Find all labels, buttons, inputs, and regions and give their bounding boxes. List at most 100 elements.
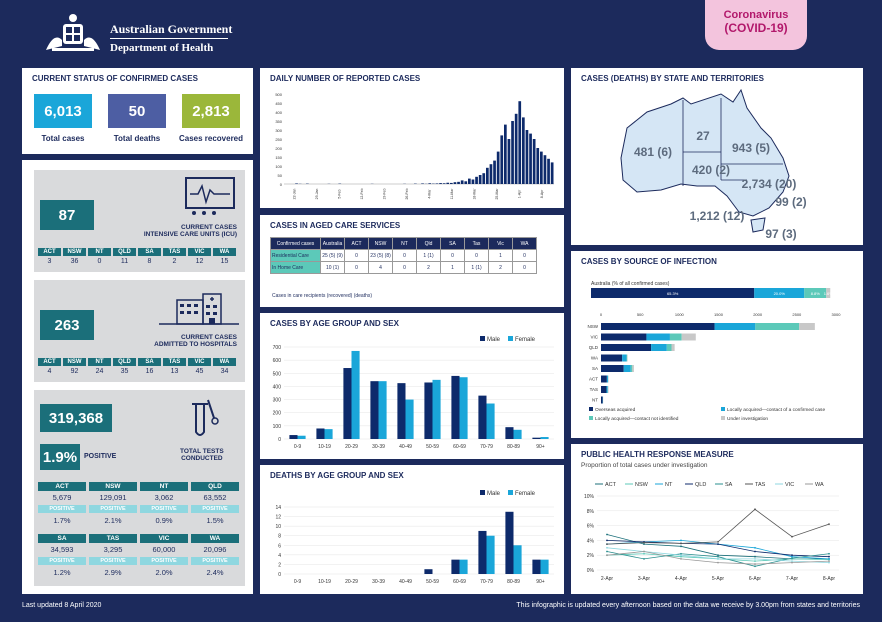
source-ytick: ACT [589,377,598,382]
state-header-wa: WA [213,248,236,256]
aged-cell: 2 [488,261,513,274]
hospital-building-icon [159,290,239,331]
aus-share-label: 65.3% [667,291,679,296]
daily-bar [446,182,450,184]
phrm-point [791,557,793,560]
daily-ytick: 400 [275,110,282,115]
test-state-count: 60,000 [152,545,176,554]
aged-header-cell: Confirmed cases [270,237,321,250]
daily-bar [457,181,460,184]
phrm-point [606,533,608,536]
xtick: 40-49 [399,579,412,585]
ytick: 700 [273,345,282,351]
aged-row: In Home Care 10 (1) 0 4 0 2 1 1 (1) 2 0 [270,261,537,274]
hospital-label-line1: CURRENT CASES [181,334,237,341]
state-header-tas: TAS [163,358,186,366]
xtick: 90+ [536,579,545,585]
test-state-positive-label: POSITIVE [38,505,86,513]
daily-ytick: 150 [275,155,282,160]
aged-cell: 0 [512,261,537,274]
phrm-legend-label: QLD [695,482,706,488]
phrm-xtick: 8-Apr [823,576,836,582]
phrm-line-tas [606,508,830,545]
gov-divider [110,38,228,39]
daily-xtick: 29-Jan [315,189,319,200]
source-bar [601,333,647,341]
icu-label-line2: INTENSIVE CARE UNITS (ICU) [143,231,237,238]
aged-care-title: CASES IN AGED CARE SERVICES [270,221,401,230]
total-cases-label: Total cases [41,134,85,143]
phrm-point [643,543,645,545]
daily-bar [504,124,507,184]
daily-bar [442,183,446,184]
bar-male [289,435,298,439]
daily-bar [550,162,554,184]
phrm-xtick: 2-Apr [601,576,614,582]
phrm-ytick: 8% [587,509,595,515]
phrm-point [828,561,830,564]
aus-share-bar [804,288,827,298]
phrm-point [643,550,645,553]
aged-care-panel: CASES IN AGED CARE SERVICES Confirmed ca… [260,215,564,307]
source-bar [601,344,652,351]
tests-box: 319,368 1.9% POSITIVE TOTAL TESTS CONDUC… [34,390,245,586]
source-bar [601,375,607,383]
daily-xtick: 5-Feb [337,189,341,198]
age-sex-title: CASES BY AGE GROUP AND SEX [270,319,399,328]
bar-female [486,403,495,439]
test-state-positive-pct: 0.9% [155,516,173,525]
state-value-act: 3 [47,258,52,265]
phrm-point [680,552,682,555]
source-legend-label: Overseas acquired [595,407,636,413]
daily-ytick: 0 [280,182,283,187]
left-panel: 87 CURRENT CASES INTENSIVE CARE UNITS (I… [22,160,253,594]
state-header-nsw: NSW [63,358,86,366]
phrm-ytick: 2% [587,553,595,559]
test-state-positive-pct: 2.1% [104,516,122,525]
aged-cell: 0 [392,249,417,262]
daily-bar [536,148,540,184]
source-xtick: 2500 [792,312,802,317]
daily-ytick: 350 [275,119,282,124]
source-legend-swatch [589,416,593,420]
legend-swatch [480,336,485,341]
state-value-vic: 45 [195,368,204,375]
icu-label-line1: CURRENT CASES [181,224,237,231]
phrm-point [754,565,756,568]
aged-cell: 0 [464,249,489,262]
phrm-point [791,560,793,563]
source-ytick: QLD [589,345,599,350]
daily-bar [428,183,432,184]
state-header-vic: VIC [188,248,211,256]
daily-ytick: 50 [278,173,283,178]
source-bar [623,365,631,372]
source-bar [601,396,603,404]
source-bar [671,344,675,351]
aged-cell: 23 (5) (8) [368,249,393,262]
source-panel: CASES BY SOURCE OF INFECTION Australia (… [571,251,863,438]
aged-care-table: Confirmed cases Australia ACT NSW NT Qld SA Tas… [270,237,537,274]
daily-ytick: 250 [275,137,282,142]
phrm-point [828,523,830,526]
source-ytick: NT [592,398,598,403]
bar-male [397,383,406,439]
tests-label-line1: TOTAL TESTS [180,448,224,455]
source-bar [622,354,627,362]
phrm-point [643,558,645,560]
phrm-point [606,543,608,545]
phrm-chart: ACT NSW NT QLD SA TAS VIC WA 0% 2% 4% 6% 8% 10% 2-Apr 3… [584,482,839,582]
age-sex-panel: CASES BY AGE GROUP AND SEX 0 100 200 300 400… [260,313,564,459]
ytick: 400 [273,384,282,390]
phrm-point [680,542,682,545]
test-state-positive-label: POSITIVE [89,505,137,513]
xtick: 20-29 [345,444,358,450]
daily-bar [295,183,298,184]
ytick: 12 [275,515,281,521]
aged-header-cell: Qld [416,237,441,250]
phrm-ytick: 0% [587,568,595,574]
xtick: 10-19 [318,444,331,450]
aged-cell: 0 [512,249,537,262]
test-state-positive-label: POSITIVE [140,505,188,513]
map-label-vic: 1,212 (12) [690,209,745,223]
state-header-nsw: NSW [63,248,86,256]
